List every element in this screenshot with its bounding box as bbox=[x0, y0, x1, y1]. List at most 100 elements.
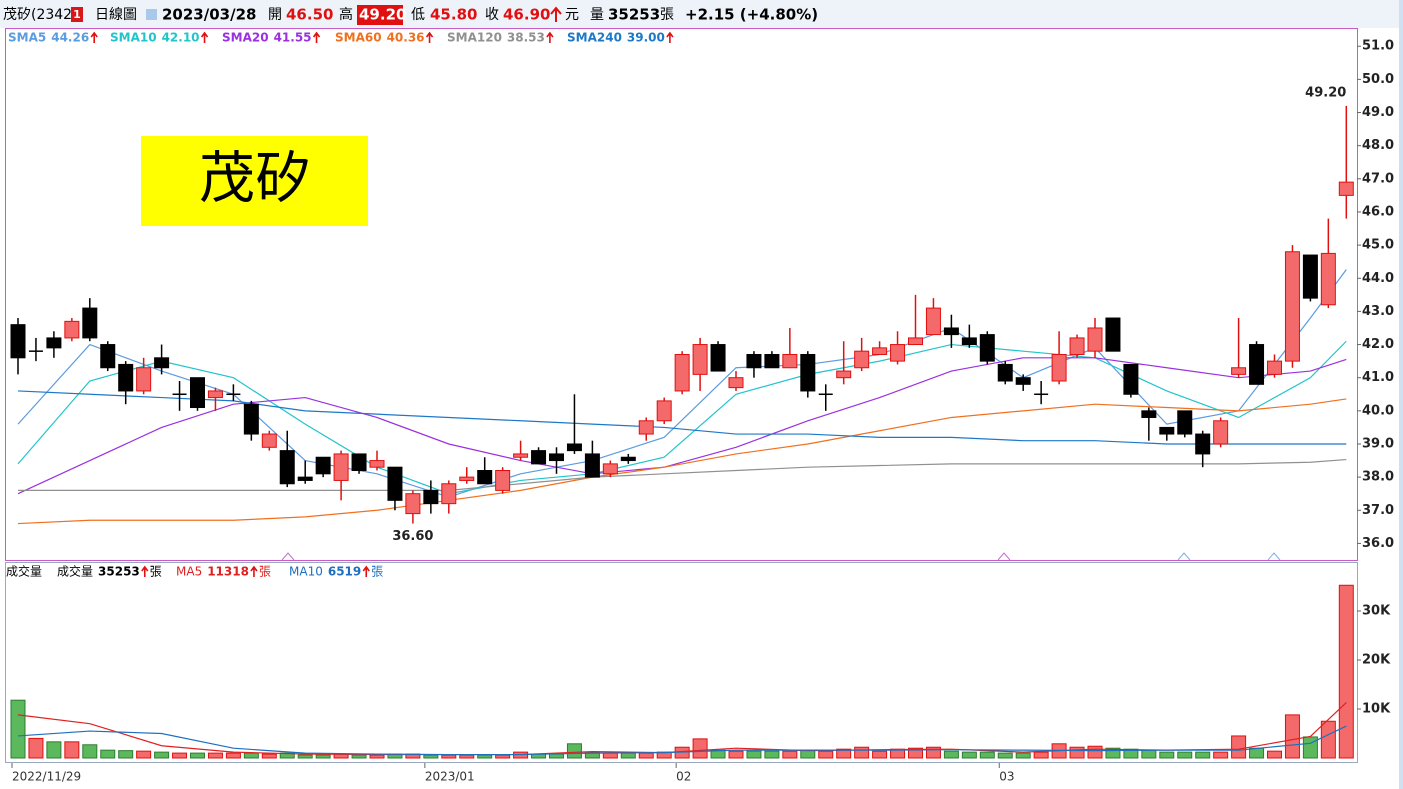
y-tick-label: 30K bbox=[1362, 604, 1391, 619]
legend-name: SMA120 bbox=[447, 31, 502, 45]
legend-value: 40.36 bbox=[387, 31, 425, 45]
volume-bar bbox=[1302, 736, 1318, 759]
candle-body bbox=[1105, 317, 1121, 352]
candle-body bbox=[82, 307, 98, 339]
candle-body bbox=[746, 353, 762, 369]
candle-body bbox=[315, 456, 331, 475]
volume-panel-title: 成交量 bbox=[6, 564, 42, 579]
candle-body bbox=[459, 476, 475, 481]
volume-bar bbox=[1177, 751, 1193, 759]
volume-bar bbox=[46, 741, 62, 759]
volume-bar bbox=[315, 754, 331, 759]
legend-value: 42.10 bbox=[162, 31, 200, 45]
badge-text: 1 bbox=[73, 8, 81, 21]
up-arrow bbox=[250, 565, 258, 577]
candle-body bbox=[64, 320, 80, 339]
volume-bar bbox=[800, 749, 816, 759]
legend-value: 38.53 bbox=[507, 31, 545, 45]
legend-name: MA5 bbox=[176, 565, 202, 579]
candle-body bbox=[154, 357, 170, 369]
volume-bar bbox=[477, 754, 493, 759]
event-marker bbox=[997, 552, 1011, 561]
candle-body bbox=[890, 344, 906, 362]
open-value: 46.50 bbox=[286, 6, 333, 24]
candle-body bbox=[1267, 360, 1282, 375]
candle-body bbox=[1159, 426, 1175, 435]
candle-body bbox=[620, 456, 636, 462]
candle-body bbox=[513, 453, 529, 458]
volume-bar bbox=[566, 743, 582, 759]
y-tick-label: 20K bbox=[1362, 653, 1391, 668]
candle-body bbox=[369, 460, 385, 468]
candle-body bbox=[351, 453, 367, 472]
legend-name: SMA5 bbox=[8, 31, 46, 45]
volume-bar bbox=[961, 751, 977, 759]
y-tick-label: 48.0 bbox=[1362, 138, 1394, 153]
candle-body bbox=[207, 390, 223, 399]
volume-bar bbox=[1015, 752, 1031, 759]
y-tick-label: 43.0 bbox=[1362, 304, 1394, 319]
legend-value: 35253 bbox=[98, 565, 140, 579]
volume-bar bbox=[1338, 584, 1354, 759]
ma-line bbox=[17, 725, 1347, 756]
volume-bar bbox=[782, 750, 798, 759]
volume-bar bbox=[925, 746, 941, 759]
up-arrow bbox=[200, 31, 209, 43]
volume-unit: 張 bbox=[660, 7, 674, 23]
volume-bar bbox=[710, 749, 726, 759]
badge bbox=[71, 7, 83, 22]
y-tick-label: 36.0 bbox=[1362, 536, 1394, 551]
volume-bar bbox=[638, 752, 654, 759]
y-tick-label: 37.0 bbox=[1362, 503, 1394, 518]
stock-name: 茂矽(2342) bbox=[3, 6, 78, 23]
volume-bar bbox=[818, 750, 834, 759]
candle-body bbox=[1338, 181, 1354, 196]
volume-panel bbox=[5, 562, 1358, 763]
candle-body bbox=[405, 493, 421, 515]
volume-bar bbox=[943, 750, 959, 759]
volume-bar bbox=[459, 754, 475, 759]
volume-bar bbox=[118, 750, 134, 759]
volume-bar bbox=[100, 749, 116, 759]
annotation: 49.20 bbox=[1305, 85, 1346, 100]
volume-bar bbox=[369, 754, 385, 759]
volume-bar bbox=[64, 741, 80, 759]
candle-body bbox=[602, 463, 618, 475]
candle-body bbox=[728, 377, 744, 389]
y-tick-label: 40.0 bbox=[1362, 403, 1394, 418]
candle-body bbox=[710, 344, 726, 372]
event-marker bbox=[1267, 552, 1281, 561]
candle-body bbox=[279, 450, 295, 485]
currency: 元 bbox=[565, 7, 579, 23]
up-arrow bbox=[666, 31, 674, 43]
up-arrow bbox=[546, 31, 554, 43]
up-arrow bbox=[90, 31, 98, 43]
high-label: 高 bbox=[339, 6, 353, 23]
candle-body bbox=[46, 337, 62, 349]
checkbox[interactable] bbox=[146, 9, 157, 20]
candle-body bbox=[764, 353, 780, 369]
close-value: 46.90 bbox=[503, 6, 550, 24]
candle-body bbox=[1302, 254, 1318, 299]
volume-bar bbox=[1267, 750, 1282, 759]
candle-body bbox=[477, 470, 493, 485]
stock-title: 茂矽 bbox=[199, 147, 311, 212]
title-box bbox=[141, 136, 368, 226]
volume-bar bbox=[351, 754, 367, 759]
candle-body bbox=[1069, 337, 1085, 355]
volume-bar bbox=[872, 750, 888, 759]
candle-body bbox=[908, 337, 923, 346]
right-edge bbox=[1399, 0, 1403, 789]
legend-value: 44.26 bbox=[51, 31, 89, 45]
volume-bar bbox=[1284, 714, 1300, 759]
y-tick-label: 42.0 bbox=[1362, 337, 1394, 352]
candle-body bbox=[638, 420, 654, 435]
low-label: 低 bbox=[411, 7, 425, 23]
volume-bar bbox=[1033, 751, 1049, 759]
volume-bar bbox=[1249, 747, 1265, 759]
volume-bar bbox=[190, 752, 205, 759]
candle-body bbox=[1213, 420, 1229, 445]
open-label: 開 bbox=[268, 7, 282, 23]
candle-body bbox=[1231, 367, 1247, 375]
